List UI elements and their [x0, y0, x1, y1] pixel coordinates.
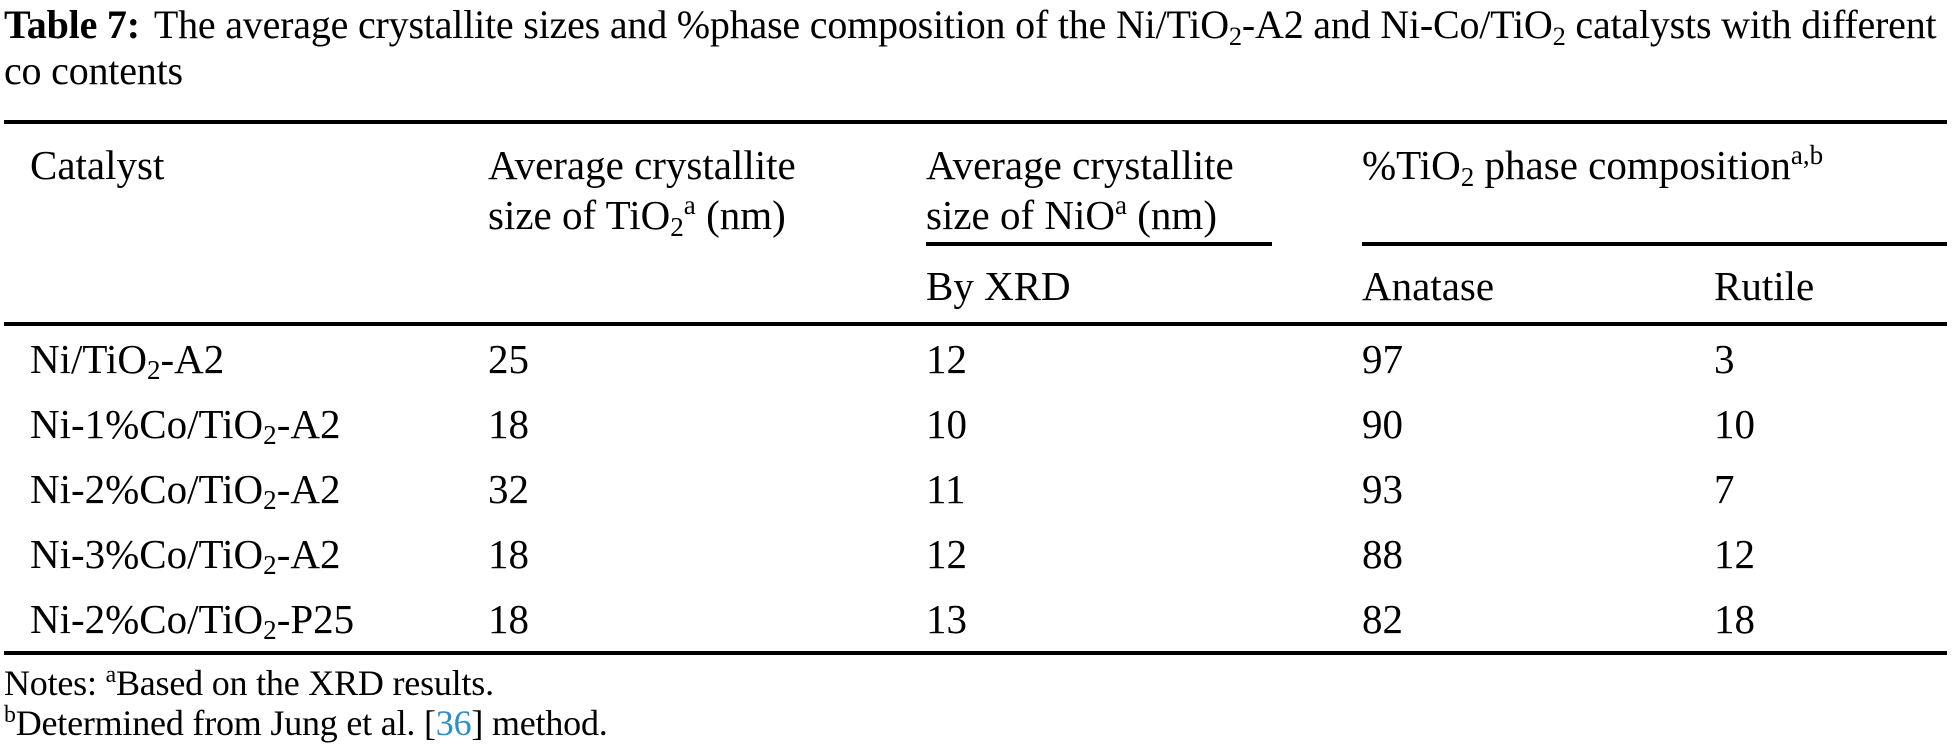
- table-caption-label: Table 7:: [4, 2, 140, 47]
- table-row: Ni-3%Co/TiO2-A2 18 12 88 12: [4, 521, 1947, 586]
- cell-catalyst: Ni-2%Co/TiO2-A2: [30, 465, 341, 516]
- cell-nio-size: 12: [926, 335, 967, 382]
- cell-rutile: 7: [1714, 465, 1735, 512]
- data-table: Catalyst Average crystallite size of TiO…: [4, 120, 1948, 655]
- header-sub-row: By XRD Anatase Rutile: [4, 246, 1948, 326]
- cell-rutile: 3: [1714, 335, 1735, 382]
- column-header-tio2-size: Average crystallite size of TiO2a (nm): [488, 142, 796, 242]
- table-row: Ni-1%Co/TiO2-A2 18 10 90 10: [4, 391, 1947, 456]
- cell-catalyst: Ni-2%Co/TiO2-P25: [4, 586, 488, 655]
- cell-anatase: 88: [1362, 530, 1403, 577]
- cell-nio-size: 10: [926, 400, 967, 447]
- subheader-empty-catalyst: [4, 246, 488, 326]
- subheader-rutile: Rutile: [1714, 246, 1948, 326]
- table-caption: Table 7: The average crystallite sizes an…: [4, 2, 1947, 94]
- cell-anatase: 82: [1362, 586, 1714, 655]
- note-line-a: Notes: aBased on the XRD results.: [4, 661, 494, 703]
- note-line-b-tail: ] method.: [471, 703, 608, 743]
- note-line-b: bDetermined from Jung et al. [36] method…: [4, 703, 1947, 743]
- cell-catalyst: Ni-1%Co/TiO2-A2: [30, 400, 341, 451]
- cell-tio2-size: 32: [488, 465, 529, 512]
- column-header-catalyst: Catalyst: [30, 142, 165, 188]
- subheader-anatase: Anatase: [1362, 246, 1714, 326]
- cell-tio2-size: 18: [488, 530, 529, 577]
- column-header-nio-size: Average crystallite size of NiOa (nm): [926, 122, 1362, 246]
- cell-nio-size: 13: [926, 586, 1362, 655]
- cell-rutile: 18: [1714, 586, 1948, 655]
- cell-nio-size: 12: [926, 530, 967, 577]
- cell-rutile: 10: [1714, 400, 1755, 447]
- cell-tio2-size: 25: [488, 335, 529, 382]
- table-row: Ni-2%Co/TiO2-A2 32 11 93 7: [4, 456, 1947, 521]
- citation-ref-36[interactable]: 36: [435, 703, 472, 743]
- cell-catalyst: Ni/TiO2-A2: [30, 335, 225, 386]
- cell-anatase: 90: [1362, 400, 1403, 447]
- cell-nio-size: 11: [926, 465, 966, 512]
- note-line-b-text: bDetermined from Jung et al. [: [4, 701, 436, 743]
- cell-rutile: 12: [1714, 530, 1755, 577]
- subheader-by-xrd: By XRD: [926, 246, 1362, 326]
- cell-catalyst: Ni-3%Co/TiO2-A2: [30, 530, 341, 581]
- cell-tio2-size: 18: [488, 400, 529, 447]
- subheader-empty-tio2: [488, 246, 926, 326]
- table-row: Ni/TiO2-A2 25 12 97 3: [4, 324, 1947, 391]
- table-row: Ni-2%Co/TiO2-P25 18 13 82 18: [4, 586, 1948, 655]
- cell-anatase: 93: [1362, 465, 1403, 512]
- column-header-phase-composition: %TiO2 phase compositiona,b: [1362, 122, 1948, 246]
- header-group-row: Catalyst Average crystallite size of TiO…: [4, 122, 1948, 246]
- cell-anatase: 97: [1362, 335, 1403, 382]
- table-notes: Notes: aBased on the XRD results. bDeter…: [4, 663, 1947, 743]
- cell-tio2-size: 18: [488, 586, 926, 655]
- table-caption-text: The average crystallite sizes and %phase…: [4, 2, 1937, 93]
